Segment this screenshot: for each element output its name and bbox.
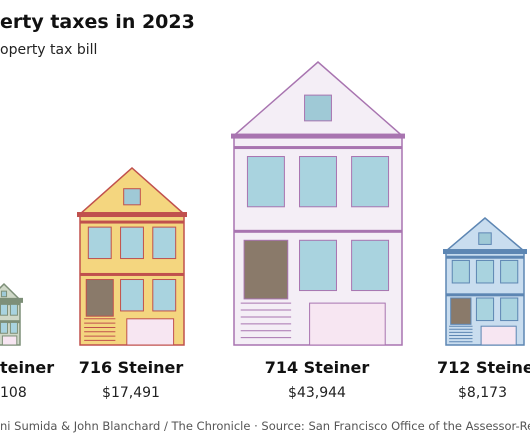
house-gable-window [478,232,492,245]
house-band [0,302,20,306]
house-door [450,297,472,325]
house-gable-window [0,290,8,298]
house-window [351,239,390,292]
house-window [451,259,470,284]
house-band [0,320,20,324]
house-garage [1,335,18,346]
house-window [152,279,177,312]
house-band [234,229,402,233]
house-cornice [77,212,187,218]
house-cornice [0,297,23,303]
house-window [9,303,18,316]
house-window [351,156,390,208]
house-band [446,255,524,259]
house-window [120,279,144,312]
house-window [500,259,519,284]
house-window [500,297,519,322]
house-cornice [231,133,405,139]
house-tax: $43,944 [288,385,346,401]
house-name: 716 Steiner [79,358,184,377]
house-name: 714 Steiner [265,358,370,377]
house-name: 712 Steiner [437,358,530,377]
house-name: teiner [0,358,54,377]
house-cornice [443,249,527,255]
house-door [243,239,289,300]
house-tax: $17,491 [102,385,160,401]
house-garage [126,318,175,346]
title: erty taxes in 2023 [0,11,195,33]
house-window [120,226,144,260]
house-band [80,220,184,224]
house-band [446,293,524,297]
footer-credit: ni Sumida & John Blanchard / The Chronic… [0,419,530,433]
house-tax: $8,173 [458,385,507,401]
house-gable-window [304,94,332,122]
house-window [475,259,495,284]
houses [0,61,527,346]
house-window [475,297,495,322]
house-garage [480,325,517,346]
house-window [299,156,337,208]
house-window [0,303,9,316]
house-window [299,239,337,292]
house-tax: 108 [0,385,27,401]
house-gable-window [123,188,141,206]
house-band [234,146,402,150]
house-band [80,272,184,276]
house-window [0,321,9,334]
house-door [85,279,114,317]
house-garage [309,302,386,346]
house-window [152,226,177,260]
subtitle: operty tax bill [0,42,97,58]
house-window [9,321,18,334]
house-window [246,156,285,208]
house-window [87,226,112,260]
